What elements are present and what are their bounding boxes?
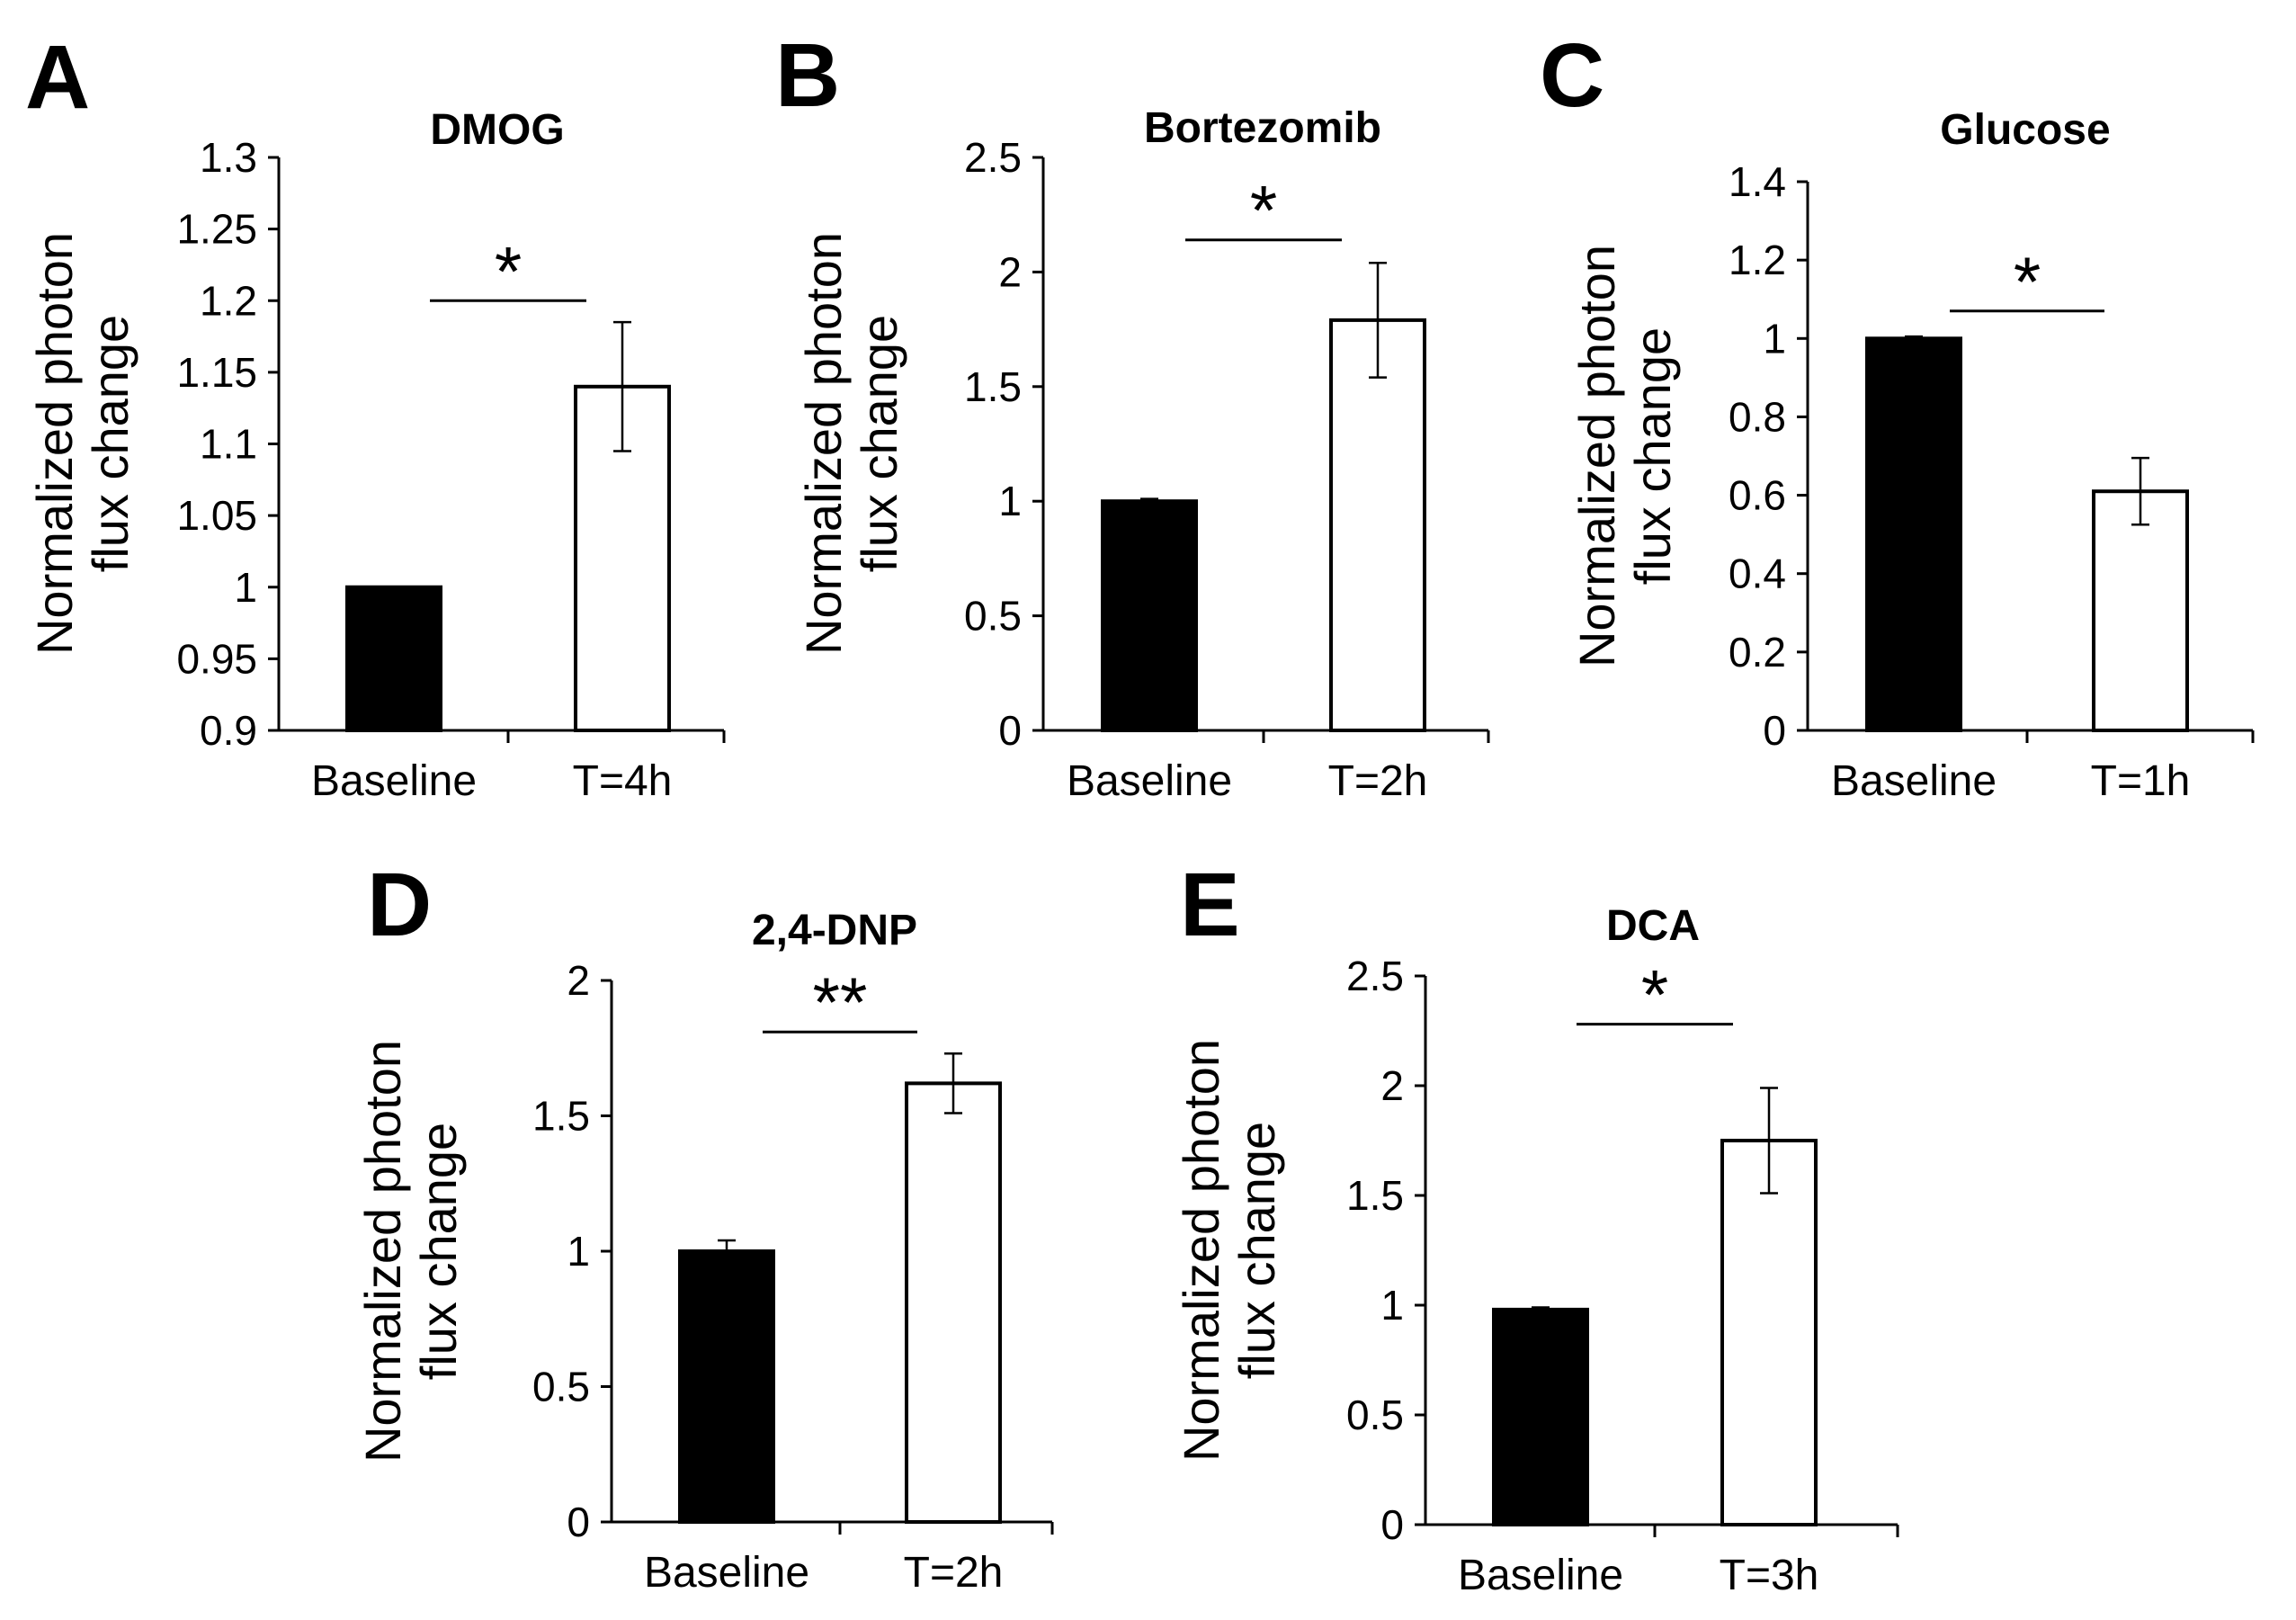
x-category-label-b: T=2h xyxy=(1328,757,1428,805)
y-tick-label-c: 0.4 xyxy=(1729,550,1786,597)
y-axis-title-line-a-2: flux change xyxy=(82,315,138,572)
y-tick-label-a: 1.3 xyxy=(200,134,257,181)
bar-c-treatment xyxy=(2092,489,2189,732)
y-tick-label-e: 0.5 xyxy=(1346,1392,1404,1438)
y-axis-title-c: Normalized photonflux change xyxy=(1568,245,1681,667)
y-axis-title-d: Normalized photonflux change xyxy=(354,1040,467,1463)
x-category-label-e: Baseline xyxy=(1458,1552,1623,1599)
y-tick-label-c: 0.8 xyxy=(1729,393,1786,440)
y-tick-label-a: 1.1 xyxy=(200,421,257,468)
y-axis-title-b: Normalized photonflux change xyxy=(795,232,907,655)
bar-c-baseline xyxy=(1865,336,1962,732)
bar-e-baseline xyxy=(1492,1307,1589,1526)
x-category-label-b: Baseline xyxy=(1067,757,1232,805)
bar-a-baseline xyxy=(345,585,442,732)
y-tick-label-d: 1 xyxy=(567,1228,590,1275)
chart-title-a: DMOG xyxy=(430,106,564,154)
chart-title-d: 2,4-DNP xyxy=(752,907,917,954)
panel-letter-a: A xyxy=(25,27,90,128)
y-tick-label-e: 1 xyxy=(1380,1282,1404,1329)
bar-b-baseline xyxy=(1101,499,1198,733)
y-axis-title-line-a-1: Normalized photon xyxy=(26,232,83,655)
significance-label-d: ** xyxy=(813,962,868,1042)
y-tick-label-a: 1 xyxy=(234,564,257,611)
y-tick-label-c: 1 xyxy=(1763,315,1786,362)
bar-d-baseline xyxy=(678,1249,775,1524)
y-axis-title-line-c-1: Normalized photon xyxy=(1568,245,1625,667)
y-tick-label-a: 1.15 xyxy=(176,349,257,396)
x-category-label-d: Baseline xyxy=(644,1549,809,1597)
y-axis-title-line-b-1: Normalized photon xyxy=(795,232,852,655)
y-tick-label-a: 1.25 xyxy=(176,206,257,253)
significance-label-e: * xyxy=(1641,955,1668,1034)
x-category-label-d: T=2h xyxy=(904,1549,1004,1597)
y-tick-label-e: 0 xyxy=(1380,1501,1404,1548)
y-tick-label-c: 0 xyxy=(1763,707,1786,754)
y-tick-label-c: 1.4 xyxy=(1729,158,1786,205)
bar-d-treatment xyxy=(905,1081,1002,1524)
y-tick-label-d: 1.5 xyxy=(532,1093,590,1140)
bar-a-treatment xyxy=(574,384,671,732)
y-axis-title-line-d-2: flux change xyxy=(410,1123,467,1380)
y-tick-label-e: 2 xyxy=(1380,1062,1404,1109)
y-tick-label-d: 2 xyxy=(567,957,590,1004)
y-tick-label-a: 1.05 xyxy=(176,492,257,539)
y-tick-label-b: 2.5 xyxy=(964,134,1022,181)
y-tick-label-e: 1.5 xyxy=(1346,1172,1404,1219)
chart-title-e: DCA xyxy=(1606,902,1700,950)
y-tick-label-e: 2.5 xyxy=(1346,953,1404,999)
y-tick-label-c: 0.6 xyxy=(1729,472,1786,519)
y-axis-title-line-d-1: Normalized photon xyxy=(354,1040,411,1463)
significance-label-c: * xyxy=(2014,242,2041,321)
y-axis-title-line-b-2: flux change xyxy=(851,315,907,572)
significance-label-a: * xyxy=(495,231,522,310)
y-axis-title-line-e-2: flux change xyxy=(1228,1122,1285,1379)
y-tick-label-b: 1 xyxy=(998,478,1022,524)
bar-b-treatment xyxy=(1329,318,1426,732)
y-tick-label-b: 0.5 xyxy=(964,593,1022,640)
x-category-label-a: Baseline xyxy=(311,757,477,805)
y-tick-label-b: 1.5 xyxy=(964,363,1022,410)
y-tick-label-c: 1.2 xyxy=(1729,237,1786,283)
y-tick-label-a: 0.95 xyxy=(176,635,257,682)
bar-e-treatment xyxy=(1720,1139,1818,1526)
x-category-label-c: Baseline xyxy=(1831,757,1997,805)
x-category-label-e: T=3h xyxy=(1720,1552,1819,1599)
y-tick-label-a: 0.9 xyxy=(200,707,257,754)
y-tick-label-a: 1.2 xyxy=(200,277,257,324)
y-tick-label-d: 0 xyxy=(567,1499,590,1545)
panel-letter-c: C xyxy=(1540,25,1604,126)
panel-letter-b: B xyxy=(775,25,840,126)
y-tick-label-c: 0.2 xyxy=(1729,629,1786,676)
y-axis-title-a: Normalized photonflux change xyxy=(26,232,138,655)
y-tick-label-b: 2 xyxy=(998,248,1022,295)
y-axis-title-line-c-2: flux change xyxy=(1624,327,1681,585)
y-axis-title-e: Normalized photonflux change xyxy=(1173,1039,1285,1462)
y-tick-label-d: 0.5 xyxy=(532,1364,590,1410)
x-category-label-a: T=4h xyxy=(573,757,673,805)
chart-title-b: Bortezomib xyxy=(1144,104,1381,152)
significance-label-b: * xyxy=(1250,171,1277,250)
y-tick-label-b: 0 xyxy=(998,707,1022,754)
x-category-label-c: T=1h xyxy=(2091,757,2191,805)
panel-letter-e: E xyxy=(1180,855,1240,955)
chart-title-c: Glucose xyxy=(1940,106,2110,154)
panel-letter-d: D xyxy=(367,855,432,955)
y-axis-title-line-e-1: Normalized photon xyxy=(1173,1039,1229,1462)
